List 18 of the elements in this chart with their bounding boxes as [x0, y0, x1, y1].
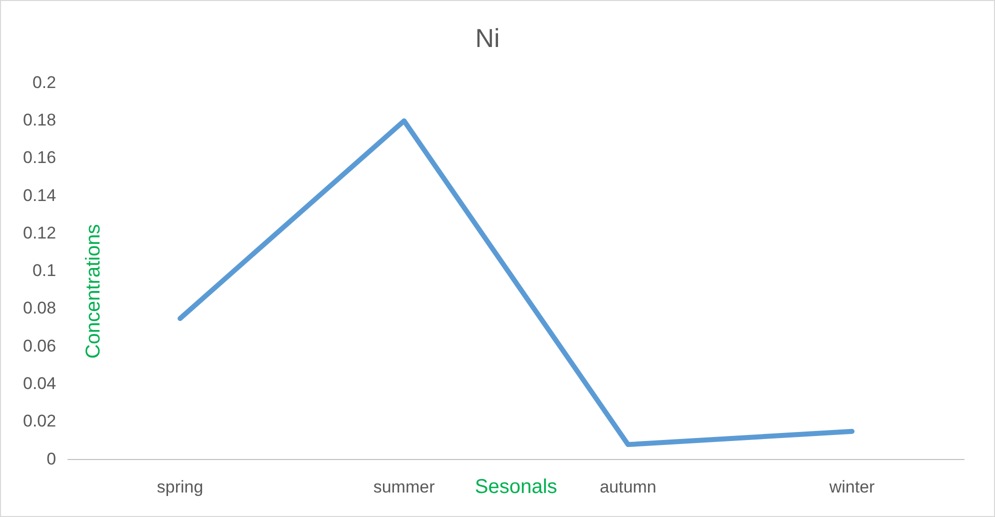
y-tick-label: 0.02: [22, 412, 56, 431]
y-tick-label: 0.2: [32, 72, 56, 92]
y-tick-label: 0.08: [22, 298, 56, 318]
x-tick-label: summer: [373, 477, 436, 496]
x-tick-label: winter: [828, 477, 876, 496]
y-tick-label: 0.06: [22, 336, 56, 356]
x-tick-label: autumn: [600, 477, 656, 496]
x-tick-label: spring: [156, 477, 204, 496]
x-axis-title: Sesonals: [474, 476, 558, 498]
y-tick-label: 0.1: [32, 261, 56, 280]
y-tick-label: 0.12: [22, 223, 56, 242]
y-tick-label: 0.16: [22, 148, 56, 168]
chart-title: Ni: [475, 22, 500, 53]
y-tick-label: 0.14: [22, 186, 56, 205]
y-axis-title: Concentrations: [82, 224, 105, 359]
y-tick-label: 0: [46, 449, 56, 468]
y-tick-label: 0.18: [22, 110, 56, 130]
y-tick-label: 0.04: [22, 374, 56, 394]
